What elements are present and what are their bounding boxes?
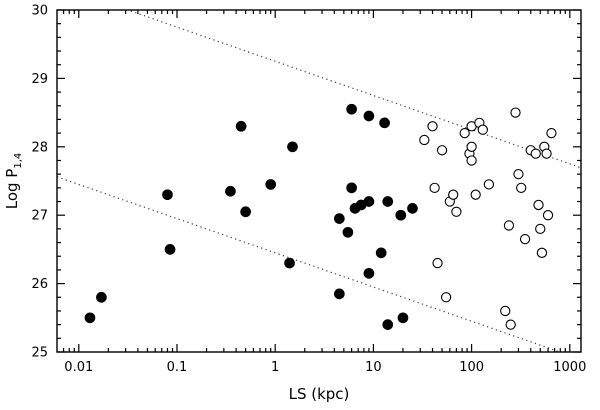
x-tick-label: 1000	[553, 360, 586, 375]
data-point-filled	[333, 213, 345, 224]
data-point-open	[470, 189, 481, 200]
data-point-filled	[265, 179, 277, 190]
data-point-open	[530, 148, 541, 159]
data-point-open	[513, 169, 524, 180]
plot-frame	[56, 9, 582, 353]
data-point-open	[541, 148, 552, 159]
x-tick-label: 100	[459, 360, 484, 375]
y-tick-label: 26	[31, 277, 48, 292]
data-point-filled	[346, 182, 357, 194]
x-tick-label: 10	[365, 360, 382, 375]
data-point-filled	[382, 319, 394, 330]
y-tick-label: 30	[31, 4, 48, 19]
data-point-filled	[363, 196, 375, 207]
data-point-filled	[225, 185, 236, 197]
data-point-open	[542, 210, 554, 221]
y-tick-label: 29	[31, 72, 48, 87]
y-tick-label: 25	[31, 346, 48, 361]
data-point-open	[519, 233, 531, 245]
y-tick-label: 27	[31, 209, 48, 224]
data-point-filled	[333, 288, 345, 300]
data-point-open	[483, 179, 495, 190]
data-point-filled	[96, 291, 107, 303]
data-point-open	[536, 247, 548, 258]
data-point-filled	[363, 110, 375, 122]
data-point-open	[535, 223, 546, 235]
x-axis-label: LS (kpc)	[289, 385, 350, 403]
data-point-open	[503, 220, 515, 231]
data-point-open	[466, 141, 477, 152]
data-point-open	[436, 145, 448, 156]
data-point-filled	[342, 226, 354, 238]
data-point-open	[448, 189, 459, 200]
data-point-open	[432, 257, 443, 269]
data-point-filled	[84, 312, 96, 324]
data-point-open	[459, 127, 470, 139]
data-point-filled	[235, 120, 247, 132]
data-point-filled	[346, 103, 357, 115]
x-tick-label: 0.1	[167, 360, 188, 375]
data-point-filled	[164, 244, 176, 255]
data-point-open	[505, 319, 516, 330]
data-point-filled	[240, 206, 251, 218]
y-tick-label: 28	[31, 140, 48, 155]
data-point-filled	[363, 267, 375, 279]
data-point-filled	[162, 189, 173, 201]
data-point-open	[419, 134, 430, 146]
data-point-filled	[379, 117, 390, 129]
data-point-filled	[284, 257, 295, 269]
data-point-open	[477, 124, 488, 135]
data-point-open	[533, 199, 544, 211]
upper-dotted-line	[126, 10, 581, 169]
data-point-filled	[395, 209, 407, 221]
data-point-open	[516, 182, 527, 193]
data-point-open	[510, 107, 521, 118]
data-point-open	[440, 292, 452, 303]
data-point-open	[451, 206, 462, 217]
data-point-filled	[375, 247, 387, 259]
data-point-open	[466, 155, 477, 166]
x-tick-label: 0.01	[64, 360, 93, 375]
data-point-open	[427, 121, 438, 132]
y-axis-label: Log P1,4	[3, 153, 24, 210]
data-point-filled	[382, 196, 394, 207]
data-point-filled	[397, 312, 409, 324]
data-point-open	[429, 182, 440, 193]
data-point-filled	[407, 203, 418, 214]
data-point-filled	[287, 141, 298, 153]
data-point-open	[500, 305, 511, 317]
x-tick-label: 1	[271, 360, 279, 375]
data-point-open	[546, 127, 557, 139]
lower-dotted-line	[57, 176, 562, 352]
